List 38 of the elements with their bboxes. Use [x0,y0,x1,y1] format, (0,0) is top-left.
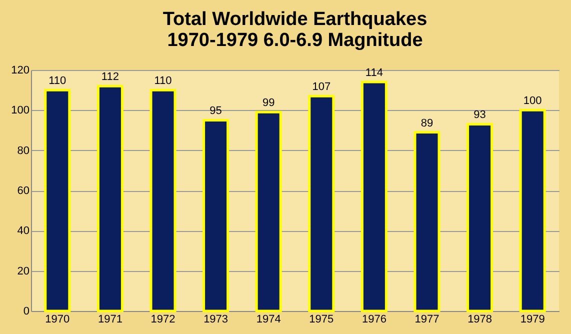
bar [360,80,388,312]
x-tick-label: 1970 [45,314,70,326]
x-tick-label: 1978 [468,314,492,326]
data-label: 114 [365,67,383,80]
data-label: 100 [523,95,542,108]
y-tick-label: 60 [17,185,30,197]
x-tick-label: 1972 [150,314,176,326]
x-tick-label: 1979 [520,314,545,326]
bar [466,122,494,312]
data-label: 99 [262,97,275,110]
x-tick-label: 1971 [98,314,122,326]
x-tick-label: 1976 [362,314,386,326]
data-label: 107 [312,81,331,94]
bar [96,84,124,312]
bar [255,110,282,312]
y-tick-label: 100 [11,104,30,117]
y-tick-label: 40 [17,225,30,238]
data-label: 110 [154,75,172,88]
data-label: 89 [420,117,434,130]
data-label: 95 [210,105,222,118]
bar [150,88,176,312]
data-label: 112 [101,71,119,84]
x-tick-label: 1973 [204,314,228,326]
bar [519,108,546,312]
bar [202,118,230,312]
data-label: 110 [48,75,66,88]
y-tick-label: 20 [17,265,30,278]
x-tick-label: 1977 [414,314,440,326]
bar [308,94,335,312]
bar [414,131,440,312]
y-tick-label: 80 [17,144,30,157]
x-tick-label: 1974 [256,314,281,326]
y-tick-label: 0 [23,306,30,318]
data-label: 93 [474,109,486,122]
chart-title: Total Worldwide Earthquakes 1970-1979 6.0-6.9 Magnitude [162,9,428,51]
bar [44,88,71,312]
x-tick-label: 1975 [309,314,334,326]
y-tick-label: 120 [11,64,30,76]
